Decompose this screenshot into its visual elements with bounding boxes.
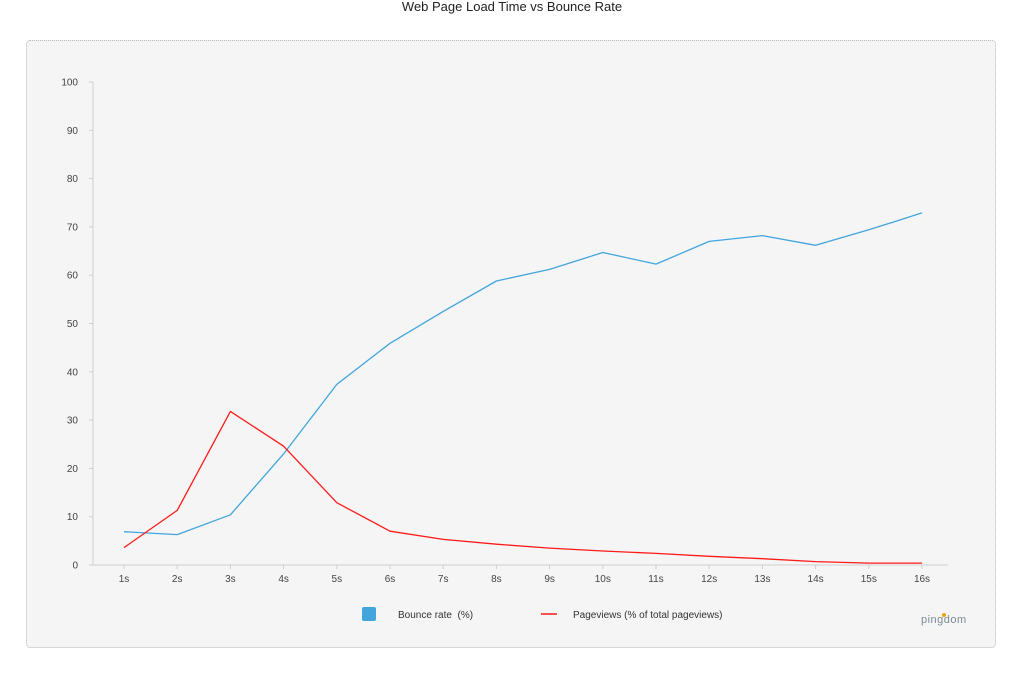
pageviews-line — [123, 410, 922, 564]
x-tick-label: 1s — [119, 574, 130, 585]
x-tick-label: 14s — [808, 574, 824, 585]
y-tick-label: 40 — [67, 367, 79, 378]
y-tick-label: 60 — [67, 271, 79, 282]
y-tick-label: 50 — [67, 319, 79, 330]
y-tick-label: 30 — [67, 416, 79, 427]
y-tick-label: 80 — [67, 174, 79, 185]
x-tick-label: 11s — [648, 574, 663, 585]
logo-dot-icon — [942, 613, 946, 617]
y-tick-label: 100 — [61, 78, 78, 89]
x-tick-label: 12s — [701, 574, 717, 585]
pageviews-legend-label: Pageviews (% of total pageviews) — [573, 610, 723, 621]
y-tick-label: 0 — [72, 561, 78, 572]
chart-title: Web Page Load Time vs Bounce Rate — [401, 0, 623, 14]
x-tick-label: 8s — [491, 574, 502, 585]
chart-panel — [26, 40, 996, 648]
x-tick-label: 4s — [278, 574, 289, 585]
y-tick-label: 70 — [67, 222, 79, 233]
bounce-rate-legend-swatch — [362, 607, 376, 621]
x-tick-label: 9s — [544, 574, 555, 585]
x-tick-label: 13s — [754, 574, 770, 585]
legend: Bounce rate (%) Pageviews (% of total pag… — [362, 607, 723, 621]
x-tick-label: 5s — [332, 574, 343, 585]
x-tick-label: 6s — [385, 574, 396, 585]
bounce-rate-line — [123, 212, 923, 536]
y-tick-label: 90 — [67, 126, 79, 137]
x-tick-label: 10s — [595, 574, 611, 585]
x-tick-label: 3s — [225, 574, 236, 585]
x-axis: 1s 2s 3s 4s 5s 6s 7s 8s 9s 10s 11s 12s 13s 14s 15s 16s — [93, 564, 948, 585]
pingdom-logo: pingdom — [921, 614, 967, 626]
y-tick-label: 10 — [67, 512, 79, 523]
y-tick-label: 20 — [67, 464, 79, 475]
x-tick-label: 16s — [914, 574, 930, 585]
x-tick-label: 15s — [861, 574, 877, 585]
x-tick-label: 7s — [438, 574, 449, 585]
series-layer — [123, 212, 923, 564]
y-axis: 0 10 20 30 40 50 60 70 80 90 100 — [61, 78, 94, 572]
bounce-rate-legend-label: Bounce rate (%) — [398, 610, 473, 621]
x-tick-label: 2s — [172, 574, 183, 585]
